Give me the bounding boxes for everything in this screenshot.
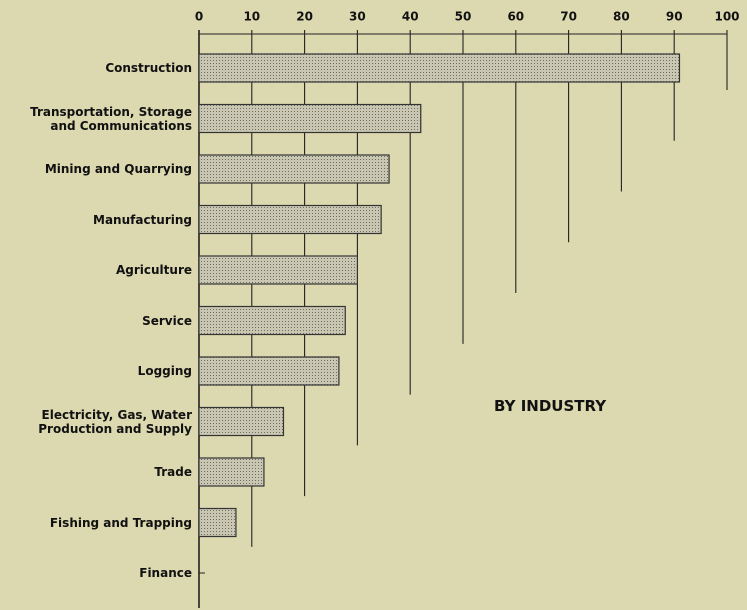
x-tick-label: 50 (455, 10, 472, 24)
bar (198, 255, 358, 285)
bar (198, 53, 681, 83)
x-tick-label: 30 (349, 10, 366, 24)
x-tick-label: 60 (507, 10, 524, 24)
x-tick-label: 70 (560, 10, 577, 24)
bar (198, 305, 346, 336)
category-label: Trade (154, 465, 192, 479)
category-label: Manufacturing (93, 212, 192, 227)
category-label: Construction (105, 61, 192, 75)
category-label: Finance (139, 566, 192, 580)
x-tick-label: 100 (714, 10, 739, 24)
bar (198, 204, 382, 235)
category-label: Mining and Quarrying (44, 162, 192, 176)
category-label: Agriculture (115, 263, 192, 277)
bar (198, 103, 422, 134)
category-label: Fishing and Trapping (49, 515, 192, 530)
bar (198, 356, 340, 386)
annotation: BY INDUSTRY (494, 397, 607, 415)
bar (198, 507, 237, 538)
category-label: Transportation, Storage and Communicatio… (30, 104, 192, 133)
x-tick-label: 40 (402, 10, 419, 24)
bar (198, 406, 285, 437)
category-label: Electricity, Gas, Water Production and S… (38, 407, 192, 436)
bar (198, 154, 390, 184)
x-tick-label: 10 (243, 10, 260, 24)
x-tick-label: 20 (296, 10, 313, 24)
category-label: Service (142, 313, 192, 328)
x-tick-label: 0 (195, 10, 203, 24)
bar (198, 457, 265, 487)
category-label: Logging (137, 364, 192, 378)
x-tick-label: 80 (613, 10, 630, 24)
x-tick-label: 90 (666, 10, 683, 24)
